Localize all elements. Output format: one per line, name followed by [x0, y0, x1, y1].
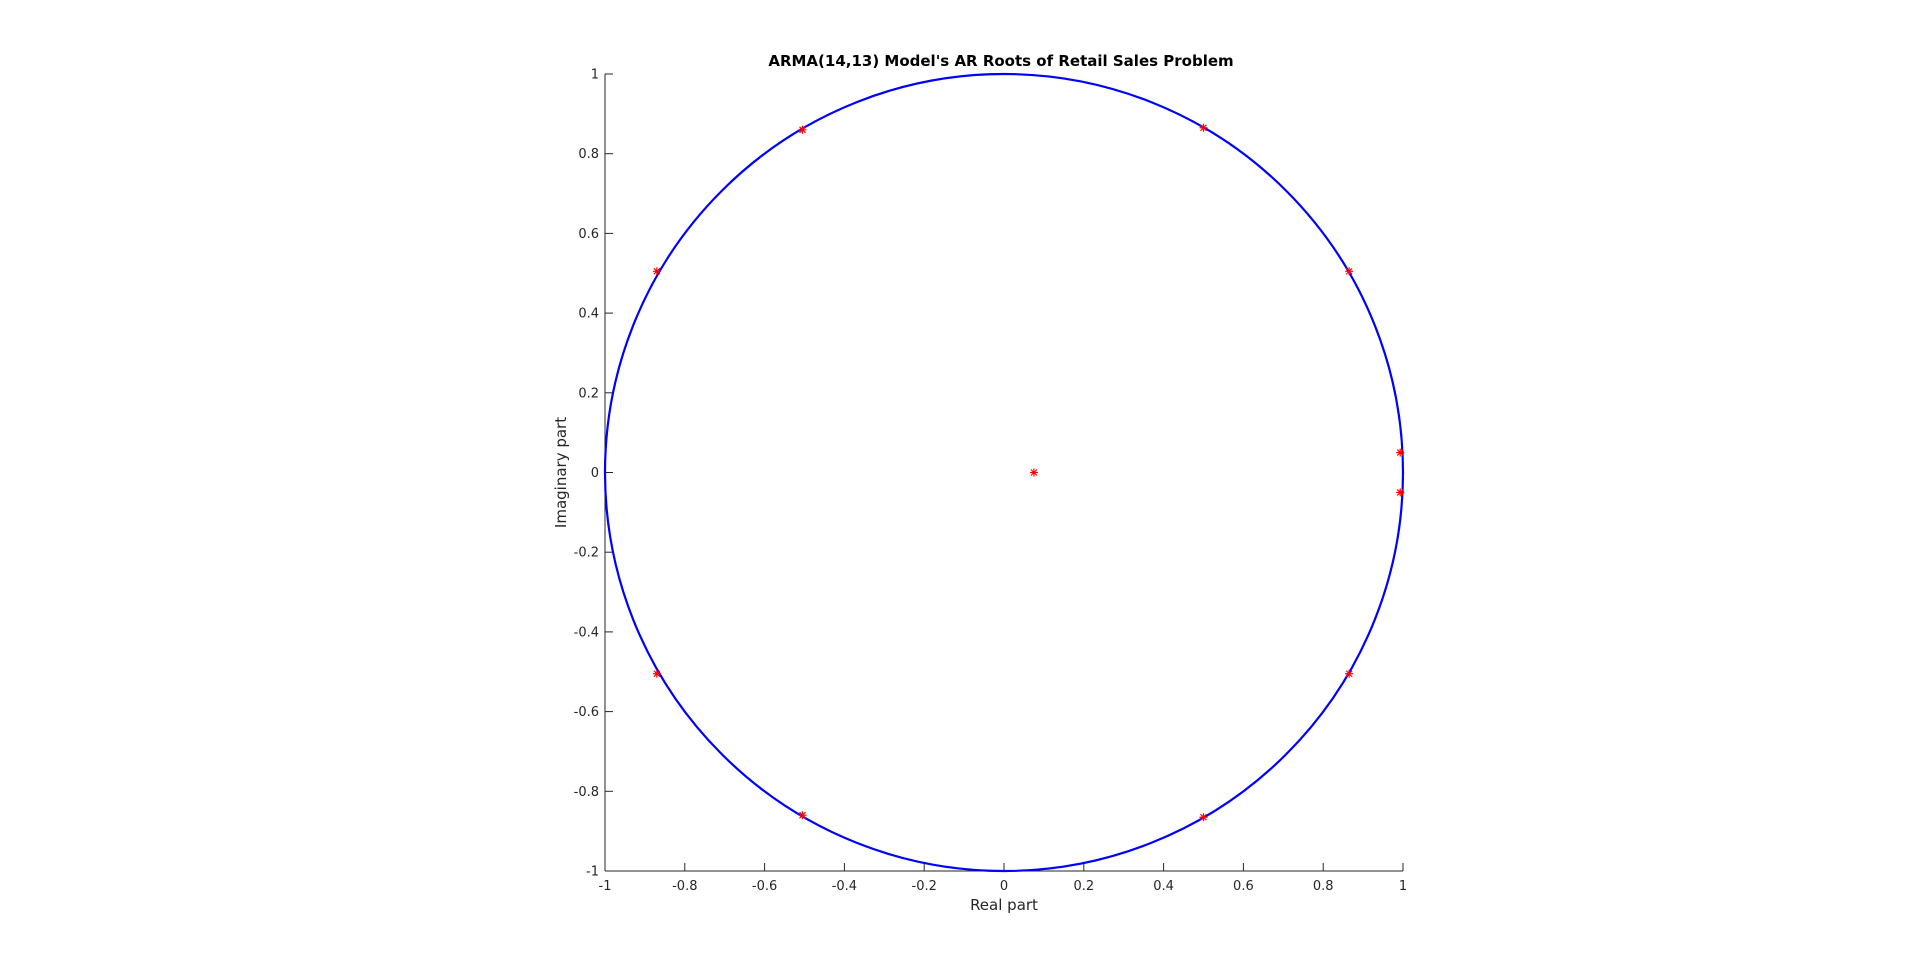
x-tick-label: -0.2 — [912, 879, 937, 894]
y-tick-label: -0.8 — [574, 785, 599, 800]
chart-title: ARMA(14,13) Model's AR Roots of Retail S… — [768, 52, 1233, 70]
root-marker — [1199, 813, 1208, 822]
axes — [604, 74, 1403, 872]
root-marker — [798, 811, 807, 820]
root-marker — [652, 267, 661, 276]
x-tick-label: 0.2 — [1073, 879, 1094, 894]
roots-layer — [652, 123, 1405, 822]
x-axis-label: Real part — [970, 896, 1038, 914]
x-tick-label: 1 — [1399, 879, 1407, 894]
unit-circle-layer — [603, 72, 1405, 873]
x-tick-label: -0.8 — [672, 879, 697, 894]
y-tick-label: -1 — [586, 865, 599, 880]
x-tick-label: 0 — [1000, 879, 1008, 894]
y-tick-label: 1 — [591, 68, 599, 83]
y-tick-label: 0 — [591, 466, 599, 481]
root-marker — [1199, 123, 1208, 132]
x-tick-label: -1 — [599, 879, 612, 894]
root-marker — [1345, 669, 1354, 678]
x-tick-label: -0.6 — [752, 879, 777, 894]
y-tick-label: 0.4 — [578, 307, 599, 322]
x-axis-ticks: -1 -0.8 -0.6 -0.4 -0.2 0 0.2 0.4 0.6 0.8 1 — [599, 863, 1407, 894]
y-tick-label: -0.6 — [574, 705, 599, 720]
y-tick-label: 0.8 — [578, 147, 599, 162]
root-marker — [1396, 448, 1405, 457]
x-tick-label: 0.8 — [1313, 879, 1334, 894]
x-tick-label: 0.6 — [1233, 879, 1254, 894]
unit-circle — [603, 72, 1405, 873]
root-marker — [1345, 267, 1354, 276]
y-tick-label: 0.2 — [578, 386, 599, 401]
y-axis-ticks: -1 -0.8 -0.6 -0.4 -0.2 0 0.2 0.4 0.6 0.8 1 — [574, 68, 613, 880]
y-axis-label: Imaginary part — [552, 417, 570, 528]
y-tick-label: -0.2 — [574, 546, 599, 561]
root-marker — [1029, 468, 1038, 477]
root-marker — [652, 669, 661, 678]
y-tick-label: -0.4 — [574, 625, 599, 640]
root-marker — [1396, 488, 1405, 497]
y-tick-label: 0.6 — [578, 227, 599, 242]
x-tick-label: -0.4 — [832, 879, 857, 894]
x-tick-label: 0.4 — [1153, 879, 1174, 894]
root-marker — [798, 125, 807, 134]
